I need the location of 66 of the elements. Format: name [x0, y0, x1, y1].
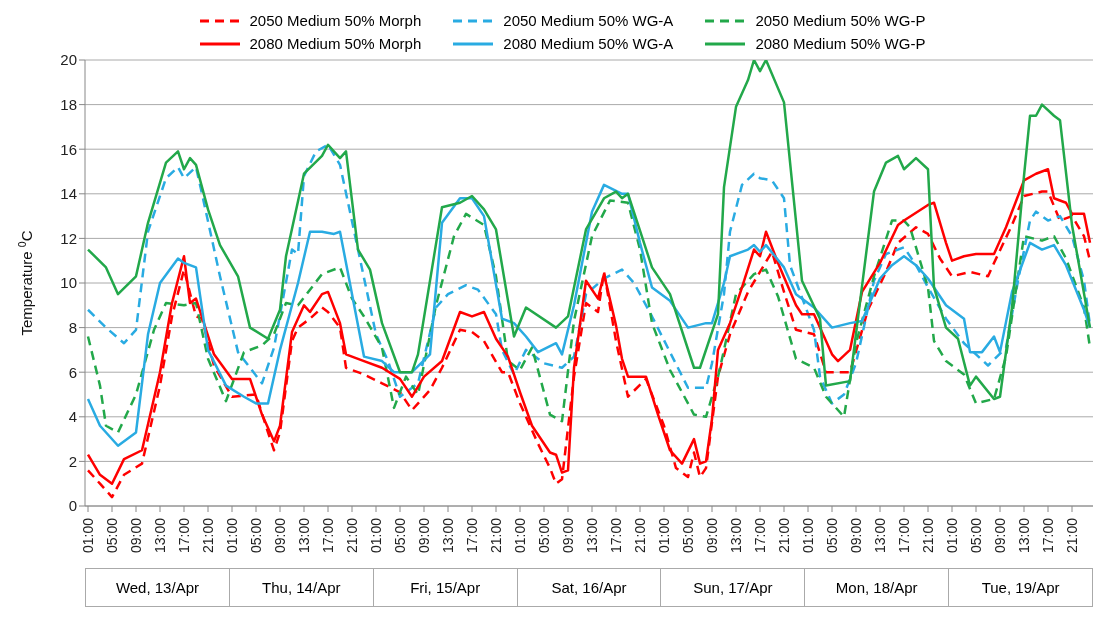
x-tick-label: 05:00	[392, 517, 408, 554]
y-tick-label: 8	[68, 318, 77, 336]
x-tick-label: 01:00	[80, 517, 96, 554]
x-tick-label: 01:00	[944, 517, 960, 554]
legend-label: 2080 Medium 50% Morph	[249, 35, 422, 52]
x-tick-label: 01:00	[800, 517, 816, 554]
x-tick-label: 17:00	[608, 517, 624, 554]
x-tick-label: 09:00	[992, 517, 1008, 554]
x-tick-label: 17:00	[752, 517, 768, 554]
legend-label: 2080 Medium 50% WG-A	[503, 35, 674, 52]
x-tick-label: 13:00	[296, 517, 312, 554]
x-tick-label: 17:00	[176, 517, 192, 554]
text: Sun, 17/Apr	[660, 569, 805, 606]
x-tick-label: 17:00	[320, 517, 336, 554]
legend-label: 2050 Medium 50% WG-P	[755, 12, 926, 29]
x-tick-label: 09:00	[416, 517, 432, 554]
text: Fri, 15/Apr	[372, 569, 517, 606]
x-tick-label: 01:00	[368, 517, 384, 554]
x-tick-label: 13:00	[872, 517, 888, 554]
y-tick-label: 18	[60, 95, 77, 113]
x-tick-label: 09:00	[848, 517, 864, 554]
text: Tue, 19/Apr	[948, 569, 1094, 606]
x-tick-label: 17:00	[464, 517, 480, 554]
x-tick-label: 01:00	[512, 517, 528, 554]
x-tick-label: 21:00	[632, 517, 648, 554]
text: Sat, 16/Apr	[516, 569, 661, 606]
x-tick-label: 05:00	[248, 517, 264, 554]
x-tick-label: 13:00	[152, 517, 168, 554]
y-tick-label: 14	[60, 185, 77, 203]
x-tick-label: 09:00	[128, 517, 144, 554]
x-tick-label: 05:00	[968, 517, 984, 554]
legend-label: 2050 Medium 50% WG-A	[503, 12, 674, 29]
x-tick-label: 09:00	[272, 517, 288, 554]
x-tick-label: 13:00	[440, 517, 456, 554]
y-tick-label: 16	[60, 140, 77, 158]
y-tick-label: 2	[68, 452, 77, 470]
legend-label: 2080 Medium 50% WG-P	[755, 35, 926, 52]
x-tick-label: 09:00	[560, 517, 576, 554]
y-tick-label: 0	[68, 497, 77, 515]
x-tick-label: 13:00	[584, 517, 600, 554]
x-tick-label: 17:00	[1040, 517, 1056, 554]
x-tick-label: 01:00	[224, 517, 240, 554]
x-tick-label: 05:00	[824, 517, 840, 554]
x-tick-label: 01:00	[656, 517, 672, 554]
y-tick-label: 10	[60, 274, 77, 292]
x-tick-label: 13:00	[728, 517, 744, 554]
y-tick-label: 6	[68, 363, 77, 381]
x-tick-label: 05:00	[680, 517, 696, 554]
x-tick-label: 05:00	[104, 517, 120, 554]
x-tick-label: 21:00	[920, 517, 936, 554]
x-tick-label: 05:00	[536, 517, 552, 554]
text: Mon, 18/Apr	[804, 569, 949, 606]
text: Wed, 13/Apr	[85, 569, 229, 606]
x-tick-label: 13:00	[1016, 517, 1032, 554]
legend-label: 2050 Medium 50% Morph	[249, 12, 422, 29]
x-tick-label: 21:00	[776, 517, 792, 554]
x-tick-label: 17:00	[896, 517, 912, 554]
y-tick-label: 20	[60, 51, 77, 69]
x-tick-label: 21:00	[1064, 517, 1080, 554]
y-tick-label: 4	[68, 408, 77, 426]
x-tick-label: 21:00	[200, 517, 216, 554]
x-tick-label: 21:00	[488, 517, 504, 554]
text: Thu, 14/Apr	[228, 569, 373, 606]
x-tick-label: 09:00	[704, 517, 720, 554]
y-tick-label: 12	[60, 229, 77, 247]
x-tick-label: 21:00	[344, 517, 360, 554]
